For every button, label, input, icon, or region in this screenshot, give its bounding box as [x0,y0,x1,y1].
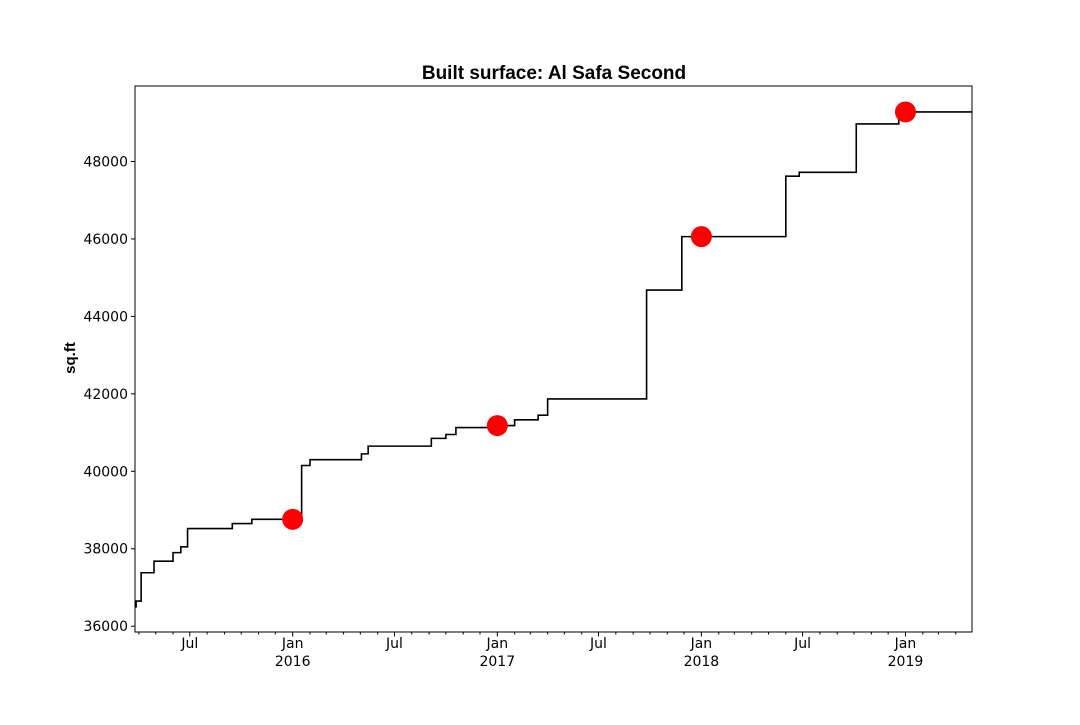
x-tick-year-label: 2017 [479,654,515,670]
chart-title: Built surface: Al Safa Second [422,63,686,84]
y-tick-label: 48000 [83,155,128,171]
x-tick-year-label: 2019 [888,654,924,670]
x-tick-label: Jul [589,636,607,652]
y-tick-label: 40000 [83,464,128,480]
x-tick-year-label: 2018 [684,654,720,670]
data-point-marker [690,226,712,248]
x-tick-label: Jan [486,636,509,652]
data-point-marker [894,101,916,123]
y-tick-label: 44000 [83,309,128,325]
x-tick-label: Jul [385,636,403,652]
data-point-marker [282,508,304,530]
x-tick-label: Jan [690,636,713,652]
y-tick-label: 36000 [83,619,128,635]
series-line [135,111,972,608]
x-tick-year-label: 2016 [275,654,311,670]
data-point-marker [486,415,508,437]
x-tick-label: Jul [180,636,198,652]
x-tick-label: Jan [894,636,917,652]
y-tick-label: 38000 [83,542,128,558]
y-tick-label: 42000 [83,387,128,403]
x-tick-label: Jan [281,636,304,652]
plot-frame [134,85,973,633]
x-tick-label: Jul [793,636,811,652]
y-tick-label: 46000 [83,232,128,248]
y-axis-label: sq.ft [62,342,79,374]
